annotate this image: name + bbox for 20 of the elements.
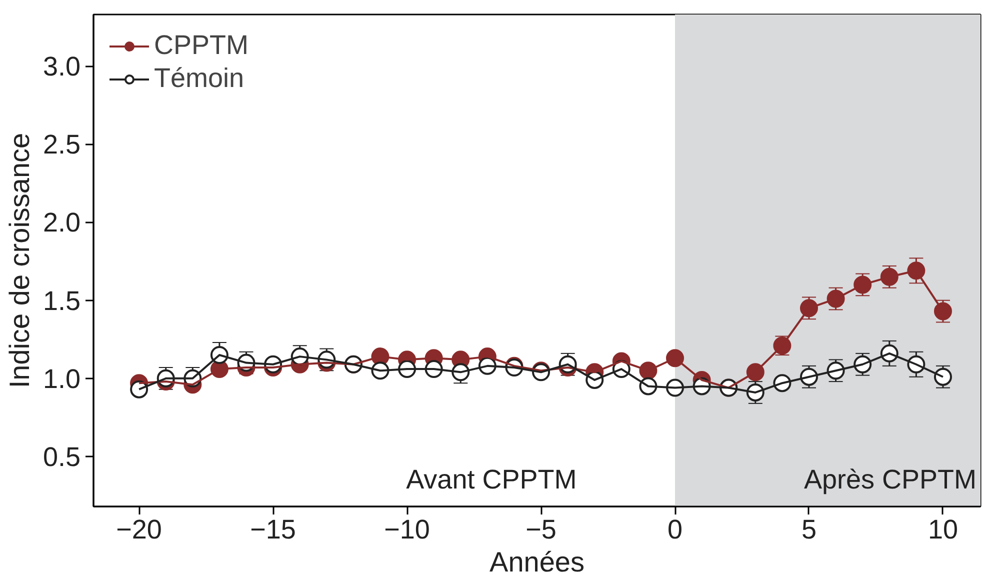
x-tick-label: −10 xyxy=(384,514,430,544)
legend-label: Témoin xyxy=(154,63,244,94)
y-tick-label: 2.5 xyxy=(42,130,81,160)
x-tick-label: −20 xyxy=(116,514,162,544)
point xyxy=(934,368,952,386)
y-tick-label: 1.5 xyxy=(42,286,81,316)
y-axis-title: Indice de croissance xyxy=(4,132,35,388)
x-tick-label: −15 xyxy=(250,514,296,544)
y-tick-label: 1.0 xyxy=(42,364,81,394)
y-tick-label: 2.0 xyxy=(42,208,81,238)
band-label: Après CPPTM xyxy=(804,464,977,494)
x-tick-label: 0 xyxy=(668,514,683,544)
legend-label: CPPTM xyxy=(154,30,248,61)
x-axis-title: Années xyxy=(490,546,584,578)
x-tick-label: −5 xyxy=(526,514,556,544)
y-tick-label: 3.0 xyxy=(42,52,81,82)
x-tick-label: 10 xyxy=(928,514,958,544)
x-tick-label: 5 xyxy=(801,514,817,544)
y-tick-label: 0.5 xyxy=(42,442,81,472)
annotation: Avant CPPTM xyxy=(406,464,577,494)
